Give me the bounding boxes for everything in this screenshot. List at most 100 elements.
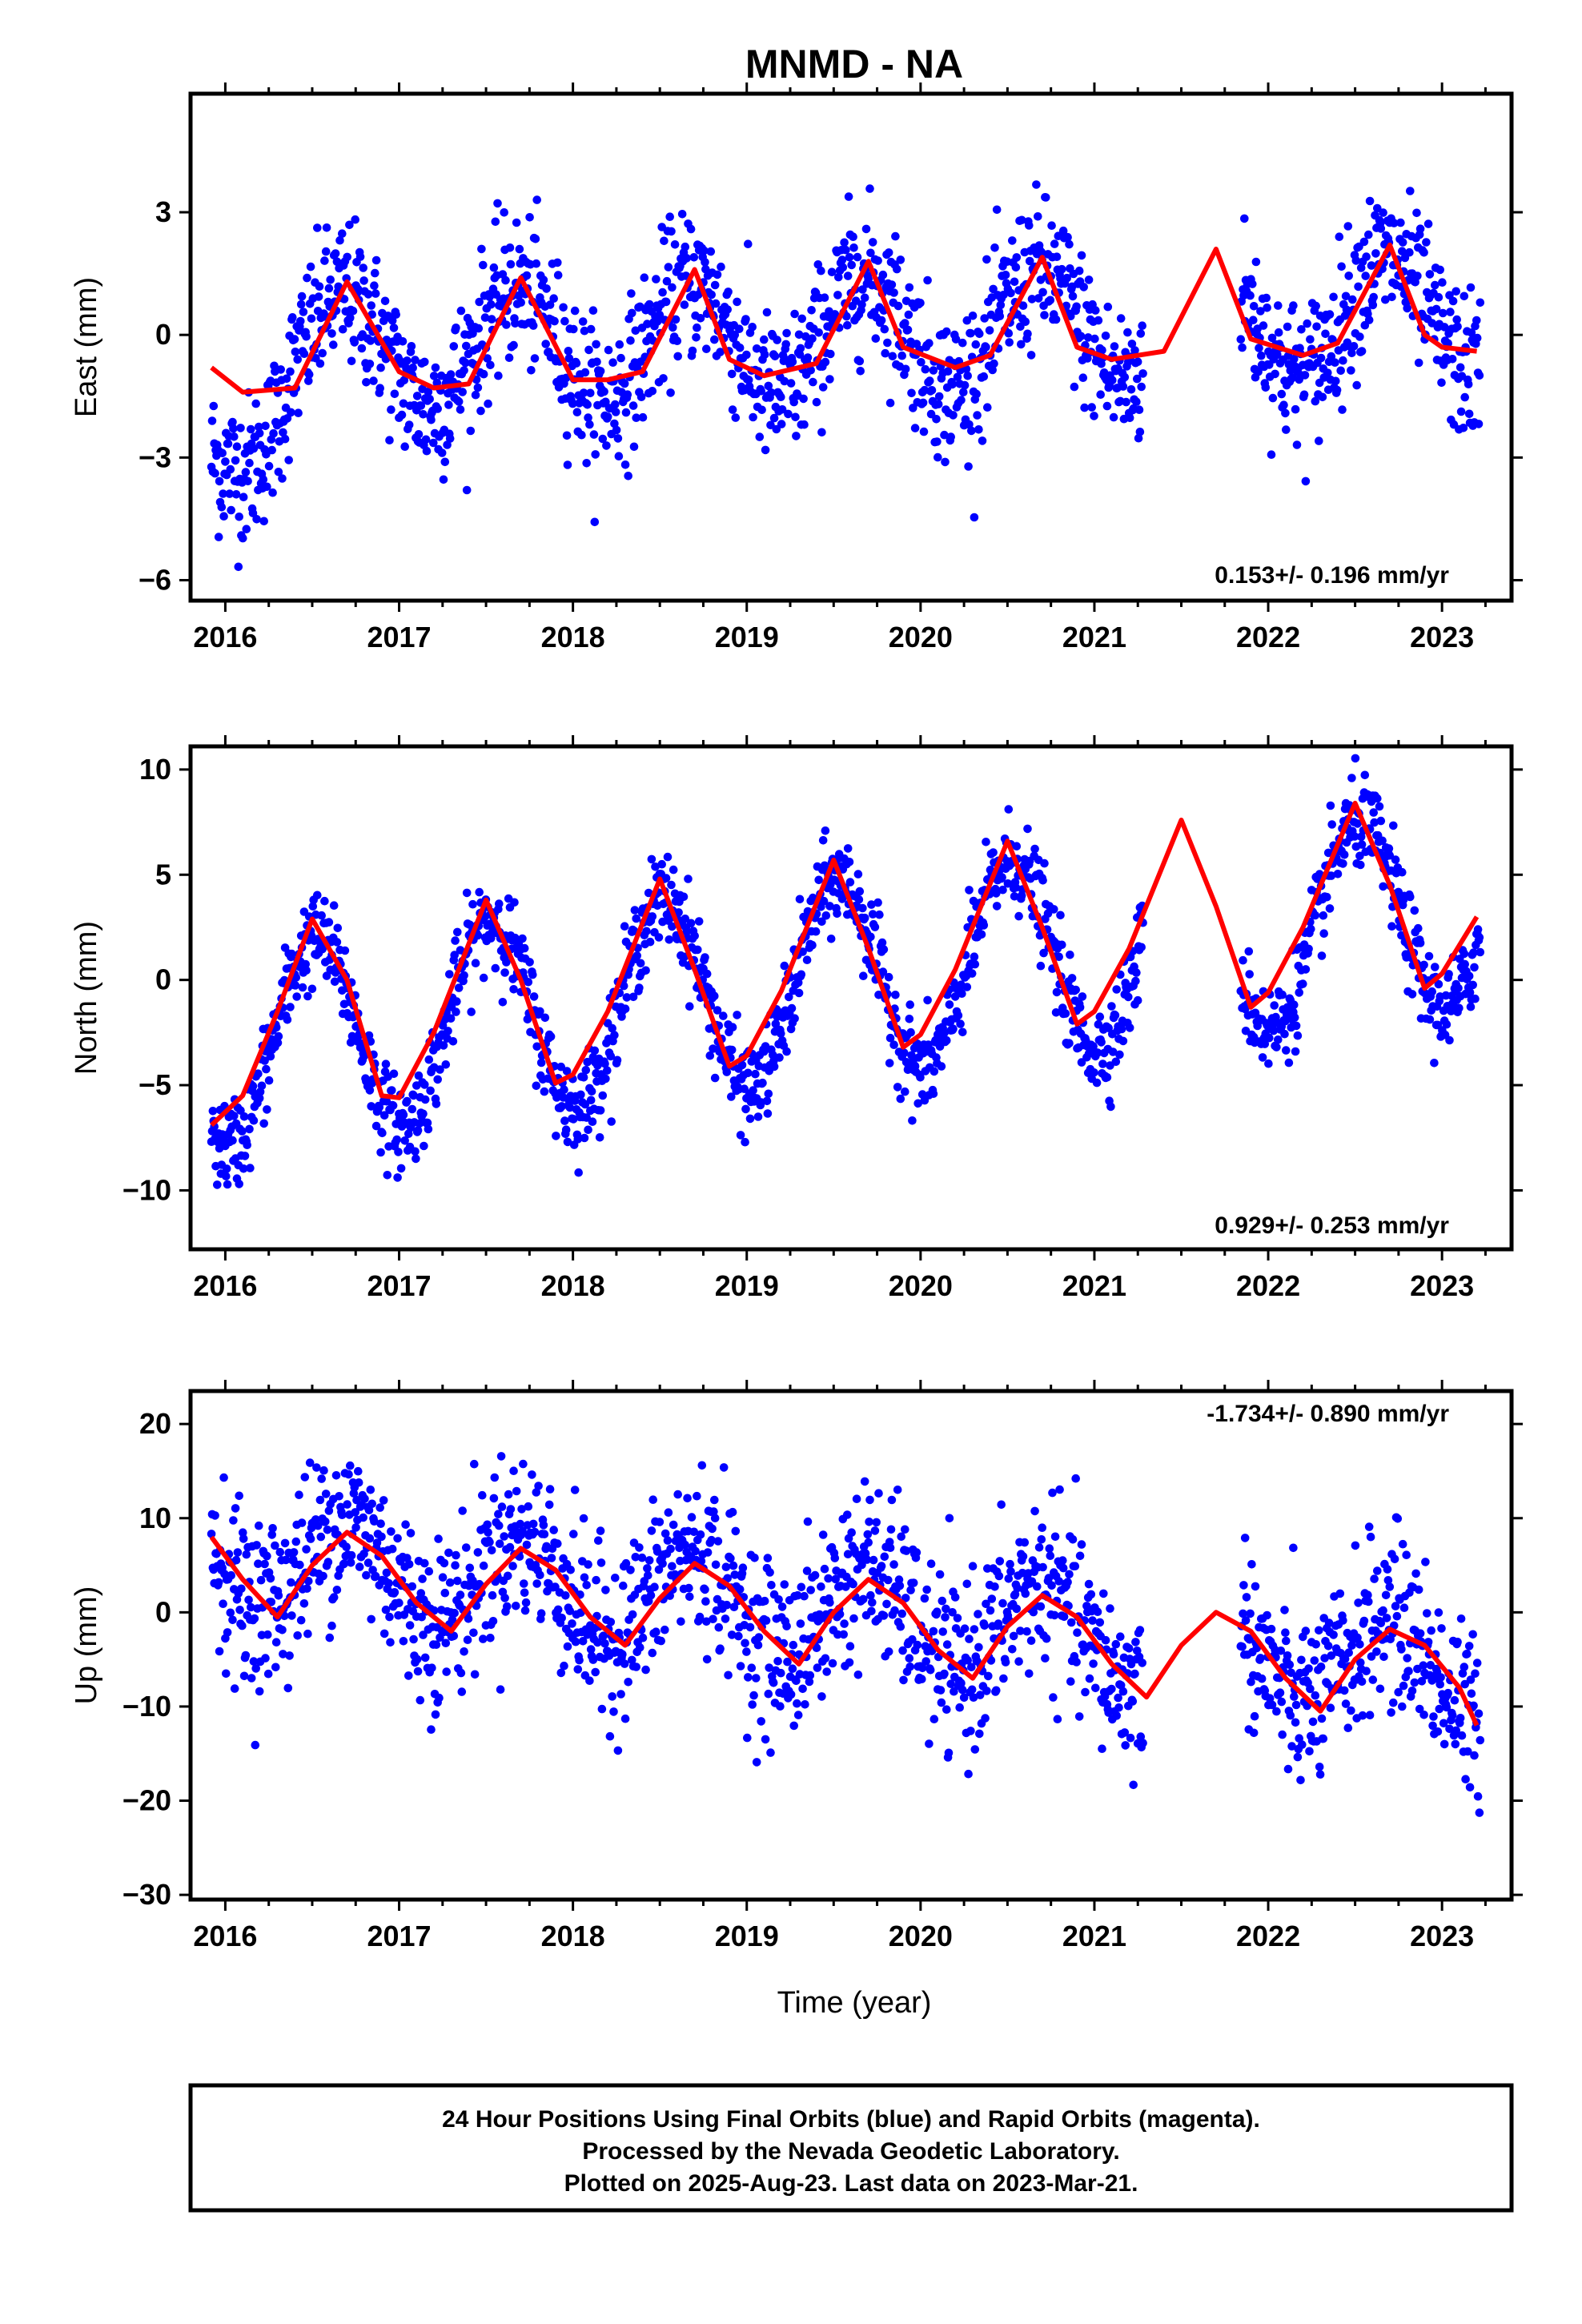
data-point [933,1607,942,1616]
data-point [1264,1059,1273,1068]
data-point [833,291,842,300]
data-point [528,970,537,979]
data-point [689,253,699,262]
data-point [385,1612,394,1622]
data-point [661,1529,670,1538]
data-point [819,896,829,906]
data-point [1451,1739,1460,1749]
plot-frame [188,91,1514,603]
data-point [1307,924,1315,934]
data-point [608,1692,616,1701]
data-point [500,1594,509,1602]
data-point [630,906,640,915]
data-point [870,923,880,931]
data-point [1452,287,1460,296]
data-point [701,953,709,962]
data-point [801,1700,809,1709]
data-point [504,1571,512,1581]
data-point [495,1539,504,1548]
data-point [444,1027,452,1035]
data-point [691,1546,700,1556]
data-point [534,1482,543,1490]
data-point [741,1104,750,1114]
data-point [448,1037,458,1046]
data-point [1044,1574,1054,1582]
data-point [896,1622,905,1631]
data-point [1372,1647,1381,1656]
data-point [807,306,816,315]
data-point [299,308,308,316]
data-point [722,1068,732,1076]
data-point [596,367,605,376]
data-point [808,940,817,950]
data-point [389,1069,399,1079]
data-point [261,1654,270,1663]
data-point [619,1581,628,1590]
data-point [623,390,632,400]
data-point [726,1554,735,1563]
data-point [983,1564,992,1573]
data-point [475,297,484,307]
data-point [835,1610,845,1618]
data-point [974,1610,982,1618]
data-point [1456,363,1465,372]
data-point [742,1647,751,1656]
data-point [929,1626,938,1636]
data-point [808,334,817,344]
data-point [267,1598,276,1606]
data-point [1311,1640,1320,1649]
data-point [1256,307,1265,316]
data-point [1348,295,1357,304]
data-point [1393,1514,1403,1523]
data-point [773,1657,782,1666]
data-point [917,1675,926,1683]
data-point [1391,855,1400,864]
data-point [841,245,850,255]
data-point [268,1524,277,1533]
data-point [735,344,745,352]
data-point [1094,1019,1103,1029]
data-point [1427,987,1436,996]
data-point [1437,1624,1446,1633]
data-point [705,1051,715,1060]
data-point [584,345,593,355]
data-point [522,1540,532,1550]
data-point [1476,947,1485,957]
data-point [577,430,586,440]
data-point [1290,1000,1299,1009]
data-point [797,314,806,324]
data-point [233,1548,243,1557]
data-point [1356,860,1365,870]
data-point [814,328,823,337]
data-point [560,316,569,326]
data-point [566,1566,575,1574]
data-points [207,180,1485,572]
data-point [862,1555,872,1564]
data-point [1413,271,1422,280]
data-point [1040,858,1049,868]
data-point [744,376,753,384]
data-point [266,1574,275,1583]
data-point [222,1172,231,1180]
data-point [207,1530,216,1538]
data-point [563,1642,572,1651]
data-point [264,1076,274,1085]
data-point [752,1674,761,1683]
data-point [1339,1616,1347,1625]
data-point [764,1689,773,1699]
data-point [287,1578,295,1587]
data-point [843,844,853,853]
data-point [1129,1780,1138,1790]
data-point [579,388,588,397]
data-point [693,1491,701,1501]
data-point [749,1691,758,1700]
data-point [838,263,848,272]
data-point [320,896,329,906]
data-point [764,381,773,391]
data-point [872,1518,881,1527]
data-point [762,1096,772,1106]
data-point [1343,1723,1353,1732]
data-point [235,1491,244,1501]
data-point [267,1530,277,1539]
data-point [865,1518,873,1526]
